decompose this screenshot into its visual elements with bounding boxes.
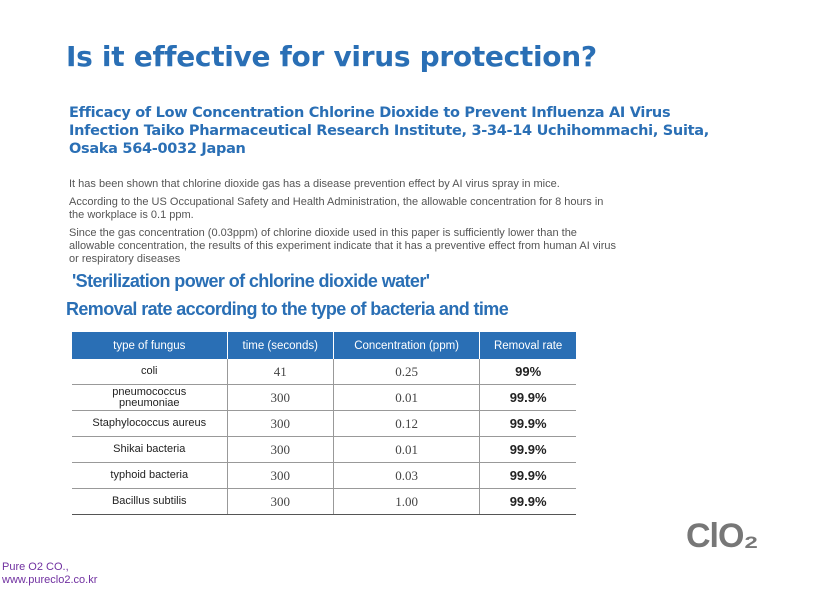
table-cell: 1.00 (333, 488, 481, 515)
title: Is it effective for virus protection? (66, 40, 597, 73)
table-cell: 99.9% (479, 436, 576, 463)
table-cell: 300 (227, 410, 334, 437)
paragraph: According to the US Occupational Safety … (69, 196, 616, 222)
footer-line: Pure O2 CO., (2, 561, 69, 573)
table-cell: 0.01 (333, 436, 481, 463)
table-cell: Staphylococcus aureus (72, 410, 228, 437)
table-cell: 300 (227, 384, 334, 411)
table-row: coli 41 0.25 99% (72, 359, 576, 385)
table-cell: 0.01 (333, 384, 481, 411)
section-subheading: Removal rate according to the type of ba… (66, 299, 509, 319)
paragraph-line: According to the US Occupational Safety … (69, 196, 604, 208)
footer-line: www.pureclo2.co.kr (2, 574, 98, 586)
paragraph-line: It has been shown that chlorine dioxide … (69, 178, 560, 190)
subtitle-line: Osaka 564-0032 Japan (69, 141, 246, 157)
table-cell: coli (72, 359, 228, 385)
table-row: Shikai bacteria 300 0.01 99.9% (72, 436, 576, 463)
table-cell: 99.9% (479, 410, 576, 437)
table-cell: 99.9% (479, 488, 576, 515)
subtitle-line: Infection Taiko Pharmaceutical Research … (69, 123, 709, 139)
column-header: Concentration (ppm) (333, 332, 481, 359)
table-cell: 99.9% (479, 462, 576, 489)
table-cell: 0.25 (333, 359, 481, 385)
footer: Pure O2 CO., www.pureclo2.co.kr (2, 561, 97, 587)
table-row: pneumococcus pneumoniae 300 0.01 99.9% (72, 384, 576, 411)
paragraph-line: Since the gas concentration (0.03ppm) of… (69, 227, 577, 239)
column-header: Removal rate (479, 332, 576, 359)
table-cell: 99.9% (479, 384, 576, 411)
table-cell: 300 (227, 462, 334, 489)
column-header: type of fungus (72, 332, 228, 359)
table-row: Staphylococcus aureus 300 0.12 99.9% (72, 410, 576, 437)
table-row: Bacillus subtilis 300 1.00 99.9% (72, 488, 576, 515)
paragraph: It has been shown that chlorine dioxide … (69, 178, 616, 191)
table-cell: 99% (479, 359, 576, 385)
subtitle-line: Efficacy of Low Concentration Chlorine D… (69, 105, 671, 121)
paragraphs: It has been shown that chlorine dioxide … (69, 178, 616, 271)
table-cell: Shikai bacteria (72, 436, 228, 463)
table-cell: typhoid bacteria (72, 462, 228, 489)
subtitle: Efficacy of Low Concentration Chlorine D… (69, 104, 709, 158)
column-header: time (seconds) (227, 332, 334, 359)
table-cell: 41 (227, 359, 334, 385)
section-heading: 'Sterilization power of chlorine dioxide… (72, 271, 430, 291)
table-cell: 0.03 (333, 462, 481, 489)
paragraph-line: the workplace is 0.1 ppm. (69, 209, 194, 221)
paragraph-line: or respiratory diseases (69, 253, 181, 265)
table-cell: 0.12 (333, 410, 481, 437)
paragraph: Since the gas concentration (0.03ppm) of… (69, 227, 616, 266)
table: type of fungus time (seconds) Concentratio… (72, 332, 576, 515)
paragraph-line: allowable concentration, the results of … (69, 240, 617, 252)
table-row: typhoid bacteria 300 0.03 99.9% (72, 462, 576, 489)
logo: ClO₂ (686, 517, 759, 555)
header-row: type of fungus time (seconds) Concentratio… (72, 332, 576, 359)
table-cell: Bacillus subtilis (72, 488, 228, 515)
table-cell: 300 (227, 436, 334, 463)
table-cell: 300 (227, 488, 334, 515)
table-cell: pneumococcus pneumoniae (72, 384, 228, 411)
